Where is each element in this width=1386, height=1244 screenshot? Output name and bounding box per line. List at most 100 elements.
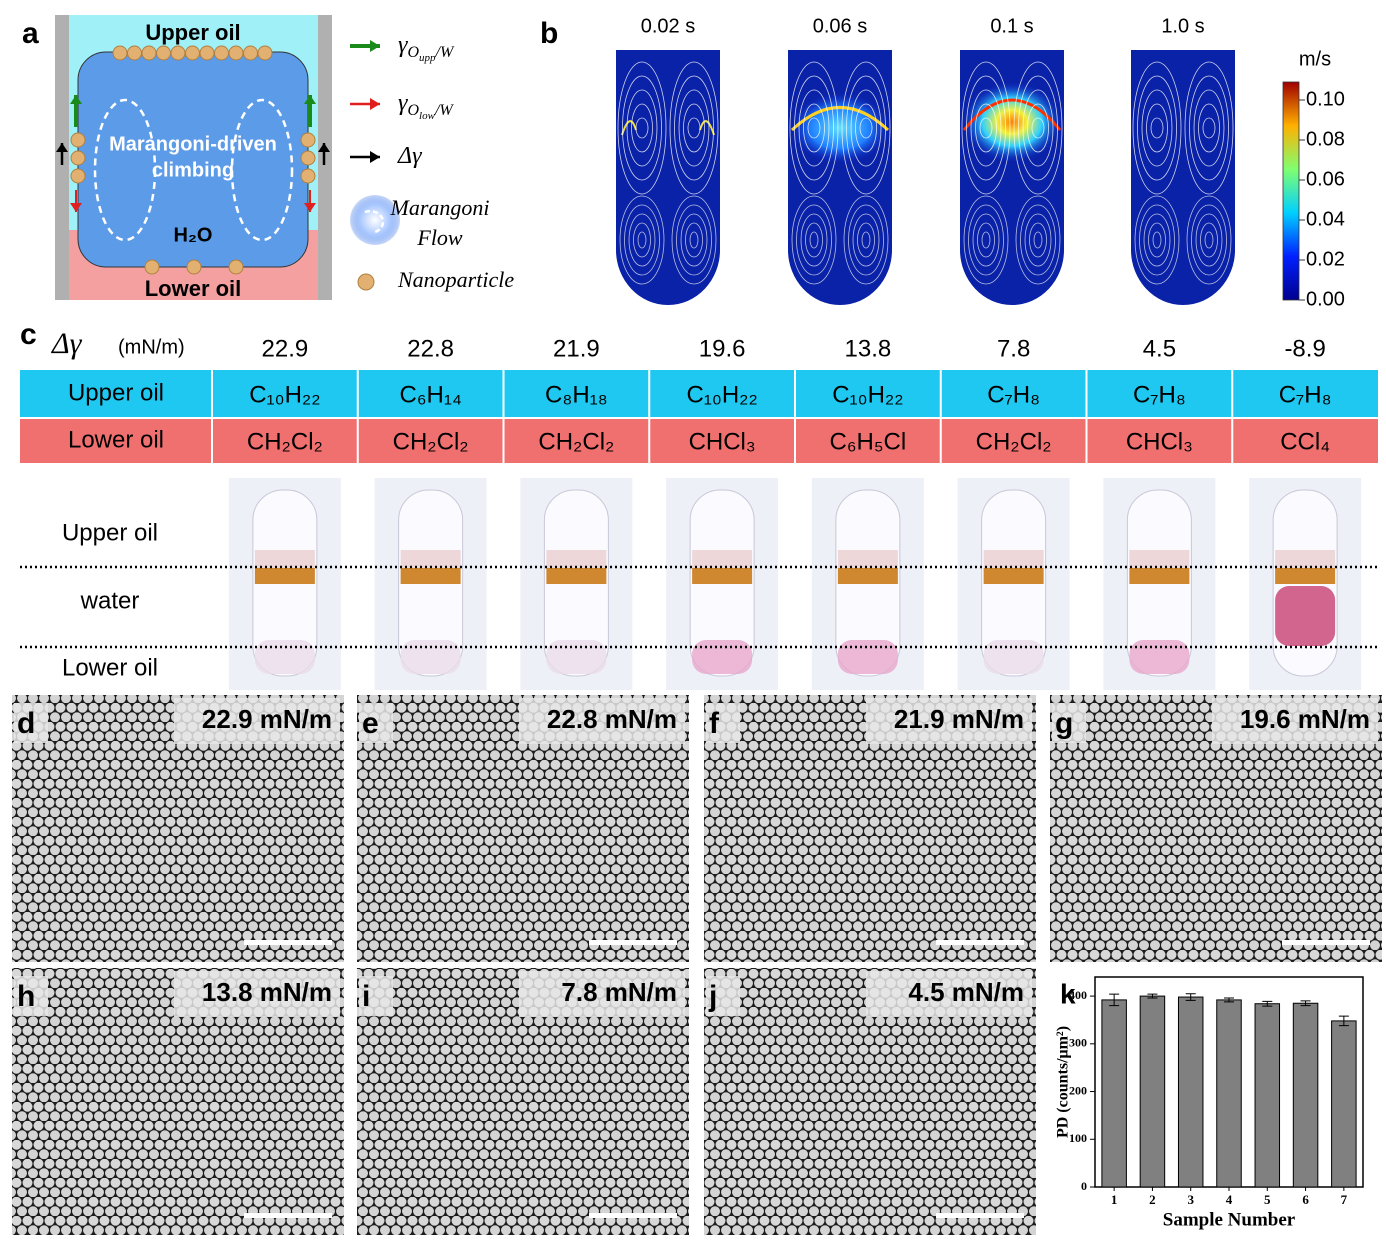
streamline <box>970 89 1002 167</box>
lower-phase <box>692 640 753 674</box>
legend-symbol: γ <box>398 32 408 58</box>
colorbar-tick-label: 0.04 <box>1306 208 1345 230</box>
lower-phase <box>983 640 1044 674</box>
colorbar-unit: m/s <box>1299 48 1331 70</box>
photo-label: water <box>80 587 140 614</box>
upper-oil: C₈H₁₈ <box>545 381 608 408</box>
colorbar <box>1282 81 1300 301</box>
flow-field <box>1131 50 1235 305</box>
photo-label: Upper oil <box>62 519 158 546</box>
streamline <box>850 89 882 167</box>
y-tick-label: 200 <box>1069 1083 1087 1097</box>
label-bg <box>519 971 685 1017</box>
upper-oil: C₇H₈ <box>1279 381 1332 408</box>
streamline <box>848 204 884 276</box>
streamline <box>674 75 714 181</box>
delta-value: 22.9 <box>262 335 309 362</box>
x-tick-label: 6 <box>1302 1192 1309 1207</box>
colorbar-tick-label: 0.10 <box>1306 88 1345 110</box>
delta-value: -8.9 <box>1284 335 1325 362</box>
sem-value: 7.8 mN/m <box>561 977 677 1007</box>
upper-oil: C₁₀H₂₂ <box>832 381 903 408</box>
y-tick-label: 400 <box>1069 988 1087 1002</box>
legend-tail: /W <box>435 44 455 61</box>
streamline <box>977 222 995 258</box>
error-bar <box>1338 1015 1349 1027</box>
streamline <box>1152 231 1162 249</box>
nanoparticle <box>300 132 316 148</box>
nanoparticle-film <box>1129 568 1190 584</box>
lower-oil-label: Lower oil <box>145 276 242 301</box>
streamline <box>975 103 997 153</box>
streamline <box>798 89 830 167</box>
row-bg <box>20 370 1378 417</box>
arrowhead <box>70 95 82 104</box>
velocity-hotspot <box>962 82 1062 162</box>
streamline <box>968 204 1004 276</box>
label-bg <box>706 703 740 743</box>
lower-oil: CHCl₃ <box>1126 428 1193 455</box>
streamline <box>846 75 886 181</box>
streamline <box>796 204 832 276</box>
nanoparticle <box>70 150 86 166</box>
streamline <box>622 75 662 181</box>
upper-oil: C₁₀H₂₂ <box>249 381 320 408</box>
lower-oil: CCl₄ <box>1280 428 1330 455</box>
streamline <box>1143 213 1171 267</box>
row-label: Lower oil <box>68 426 164 453</box>
streamline <box>1150 117 1164 139</box>
streamline <box>619 195 665 285</box>
x-tick-label: 3 <box>1187 1192 1194 1207</box>
upper-oil: C₁₀H₂₂ <box>686 381 757 408</box>
x-tick-label: 2 <box>1149 1192 1156 1207</box>
x-tick-label: 7 <box>1341 1192 1348 1207</box>
streamline <box>1031 117 1045 139</box>
arrowhead <box>304 95 316 104</box>
label-bg <box>1212 698 1378 744</box>
legend-subscript: O <box>407 44 419 61</box>
streamline <box>1141 89 1173 167</box>
streamline <box>789 61 839 195</box>
error-bar <box>1185 993 1196 1001</box>
error-bar <box>1262 1000 1273 1007</box>
time-label: 1.0 s <box>1161 15 1204 37</box>
label-bg <box>359 976 393 1016</box>
streamline <box>855 103 877 153</box>
error-bar <box>1147 993 1158 999</box>
streamline <box>678 89 710 167</box>
streamline <box>979 117 993 139</box>
streamline <box>1189 75 1229 181</box>
label-bg <box>1052 703 1086 743</box>
streamline <box>1024 213 1052 267</box>
streamline <box>1027 103 1049 153</box>
streamline <box>635 117 649 139</box>
legend-symbol: Δγ <box>397 143 422 169</box>
bar <box>1139 995 1166 1188</box>
streamline <box>800 213 828 267</box>
y-tick-label: 0 <box>1081 1179 1087 1193</box>
flow-field <box>616 50 720 305</box>
nanoparticle <box>127 45 142 61</box>
lower-phase <box>837 640 898 674</box>
streamline <box>972 213 1000 267</box>
streamline <box>633 222 651 258</box>
nanoparticle-film <box>983 568 1044 584</box>
center-text: Marangoni-driven <box>109 133 277 155</box>
streamline <box>1186 195 1232 285</box>
velocity-hotspot <box>790 93 890 163</box>
arrowhead <box>318 143 330 152</box>
panel-a <box>55 15 332 300</box>
upper-phase <box>1275 550 1336 568</box>
panel-label: h <box>17 980 35 1013</box>
streamline <box>1200 222 1218 258</box>
interface-arc <box>621 120 715 136</box>
upper-phase <box>1129 550 1190 568</box>
flow-loop <box>230 98 294 242</box>
lower-oil: C₆H₅Cl <box>830 428 907 455</box>
sem-value: 19.6 mN/m <box>1240 704 1370 734</box>
center-text: climbing <box>152 159 234 181</box>
bar <box>1177 996 1204 1188</box>
streamline <box>961 61 1011 195</box>
panel-label: d <box>17 707 35 740</box>
